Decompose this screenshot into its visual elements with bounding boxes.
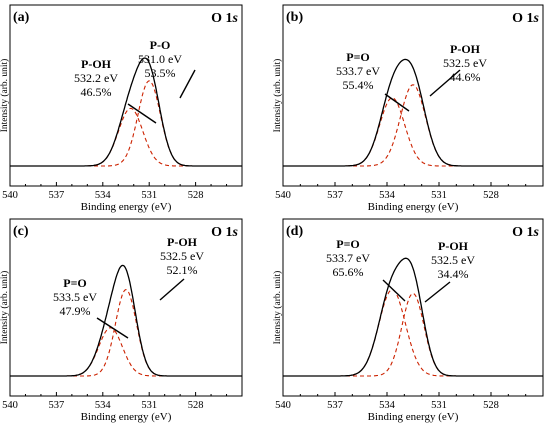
x-tick-label: 537	[327, 400, 343, 411]
x-tick-label: 540	[2, 190, 18, 201]
annotation-pointer	[179, 69, 196, 99]
core-level-label: O 1s	[512, 11, 539, 26]
component-curve	[10, 80, 242, 167]
core-level-label: O 1s	[211, 225, 238, 240]
component-percentage: 44.6%	[450, 70, 481, 84]
component-binding-energy: 531.0 eV	[138, 52, 182, 66]
x-axis-label: Binding energy (eV)	[81, 411, 172, 423]
x-tick-label: 537	[49, 400, 65, 411]
plot-frame	[9, 4, 243, 187]
core-level-label: O 1s	[211, 11, 238, 26]
x-tick-label: 540	[275, 190, 291, 201]
component-curve	[10, 289, 242, 377]
component-curve	[10, 327, 242, 377]
component-curve	[10, 107, 242, 167]
component-curve	[283, 289, 543, 377]
y-axis-label: Intensity (arb. unit)	[272, 271, 283, 345]
y-axis-label: Intensity (arb. unit)	[272, 59, 283, 133]
component-percentage: 55.4%	[343, 78, 374, 92]
x-tick-label: 534	[95, 400, 112, 411]
component-binding-energy: 533.7 eV	[336, 64, 380, 78]
component-name: P-O	[150, 38, 171, 52]
component-name: P=O	[63, 276, 87, 290]
x-tick-label: 528	[188, 190, 204, 201]
annotation-pointer	[96, 317, 129, 339]
panel-a: 540 537 534 531 528 Binding energy (eV) Intens…	[0, 4, 243, 213]
annotation-pointer	[429, 69, 461, 97]
x-tick-label: 528	[483, 190, 499, 201]
x-tick-label: 531	[141, 400, 157, 411]
x-axis-label: Binding energy (eV)	[368, 201, 459, 213]
panel-b: 540 537 534 531 528 Binding energy (eV) Intens…	[272, 4, 544, 213]
envelope-curve	[283, 58, 543, 167]
x-tick-label: 528	[483, 400, 499, 411]
component-name: P-OH	[450, 42, 481, 56]
component-curve	[283, 292, 543, 377]
x-tick-label: 540	[2, 400, 18, 411]
x-tick-label: 531	[141, 190, 157, 201]
component-percentage: 53.5%	[145, 66, 176, 80]
annotation-pointer	[127, 103, 157, 124]
panel-label: (c)	[13, 224, 29, 239]
component-binding-energy: 532.2 eV	[74, 71, 118, 85]
component-binding-energy: 532.5 eV	[443, 56, 487, 70]
component-binding-energy: 533.5 eV	[53, 290, 97, 304]
panel-label: (d)	[286, 224, 303, 239]
x-tick-label: 534	[95, 190, 112, 201]
x-tick-label: 537	[327, 190, 343, 201]
panel-label: (b)	[286, 10, 303, 25]
annotation-pointer	[159, 278, 185, 301]
component-binding-energy: 533.7 eV	[326, 251, 370, 265]
x-tick-label: 537	[49, 190, 65, 201]
y-axis-label: Intensity (arb. unit)	[0, 59, 10, 133]
component-name: P-OH	[167, 235, 198, 249]
component-percentage: 65.6%	[333, 265, 364, 279]
x-tick-label: 534	[379, 400, 396, 411]
plot-frame	[282, 218, 544, 397]
component-name: P=O	[346, 50, 370, 64]
component-percentage: 52.1%	[167, 263, 198, 277]
x-axis-label: Binding energy (eV)	[81, 201, 172, 213]
component-binding-energy: 532.5 eV	[160, 249, 204, 263]
annotation-pointer	[424, 281, 451, 303]
x-tick-label: 528	[188, 400, 204, 411]
component-name: P-OH	[81, 57, 112, 71]
plot-frame	[9, 218, 243, 397]
component-curve	[283, 84, 543, 167]
x-tick-label: 531	[431, 400, 447, 411]
panel-label: (a)	[13, 10, 30, 25]
component-percentage: 34.4%	[438, 267, 469, 281]
envelope-curve	[10, 264, 242, 377]
envelope-curve	[283, 257, 543, 377]
panel-d: 540 537 534 531 528 Binding energy (eV) Intens…	[272, 218, 544, 423]
x-tick-label: 540	[275, 400, 291, 411]
component-name: P-OH	[438, 239, 469, 253]
x-axis-label: Binding energy (eV)	[368, 411, 459, 423]
x-tick-label: 534	[379, 190, 396, 201]
component-name: P=O	[336, 237, 360, 251]
x-tick-label: 531	[431, 190, 447, 201]
plot-frame	[282, 4, 544, 187]
annotation-pointer	[384, 93, 410, 112]
y-axis-label: Intensity (arb. unit)	[0, 271, 10, 345]
component-percentage: 46.5%	[81, 85, 112, 99]
annotation-pointer	[382, 279, 406, 302]
component-curve	[283, 97, 543, 167]
core-level-label: O 1s	[512, 225, 539, 240]
component-binding-energy: 532.5 eV	[431, 253, 475, 267]
envelope-curve	[10, 57, 242, 167]
component-percentage: 47.9%	[60, 304, 91, 318]
panel-c: 540 537 534 531 528 Binding energy (eV) Intens…	[0, 218, 243, 423]
